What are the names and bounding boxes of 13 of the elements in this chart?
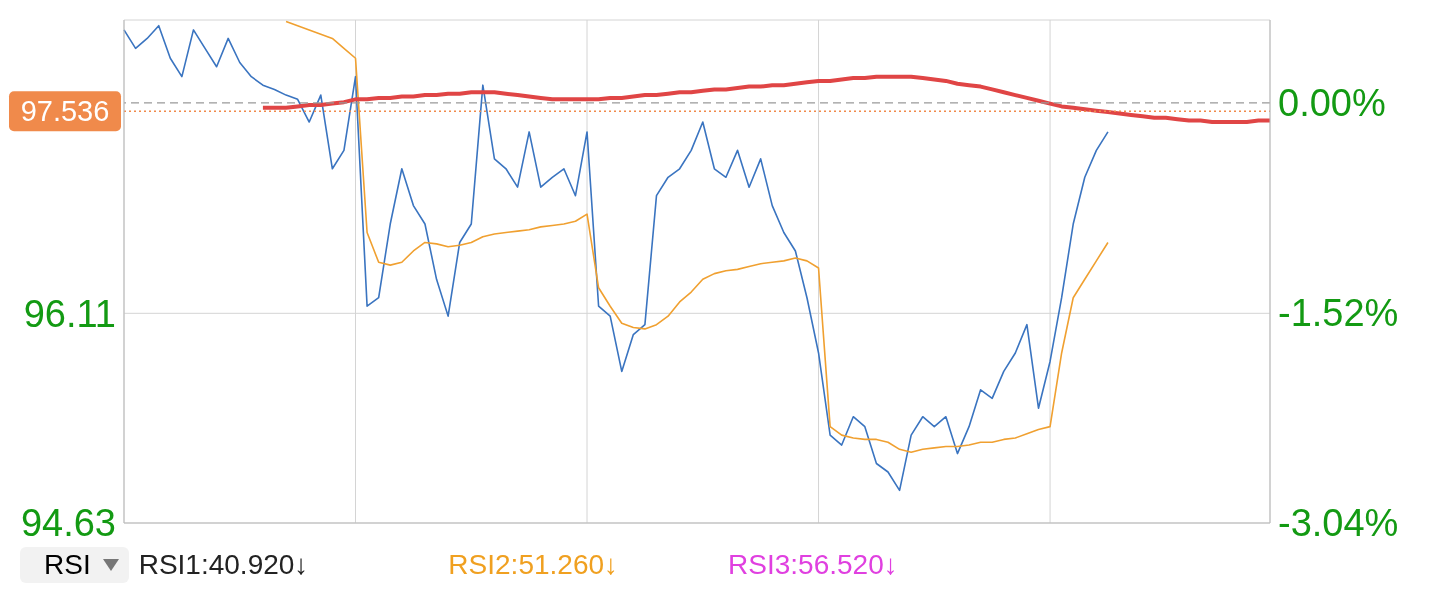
y2-tick-label: -3.04% bbox=[1278, 502, 1399, 545]
y-tick-label: 94.63 bbox=[20, 502, 116, 545]
text: RSI2:51.260↓ bbox=[448, 549, 619, 581]
y2-tick-label: -1.52% bbox=[1278, 292, 1399, 335]
ref-line-label: 97.536 bbox=[20, 95, 110, 128]
text: RSI bbox=[44, 549, 91, 581]
line-series bbox=[285, 20, 1109, 453]
line-series bbox=[260, 74, 1272, 125]
y-tick-label: 96.11 bbox=[23, 292, 116, 335]
line-series bbox=[123, 24, 1109, 492]
text: RSI1:40.920↓ bbox=[138, 549, 309, 581]
text: RSI3:56.520↓ bbox=[728, 549, 898, 581]
y2-tick-label: 0.00% bbox=[1278, 82, 1386, 125]
